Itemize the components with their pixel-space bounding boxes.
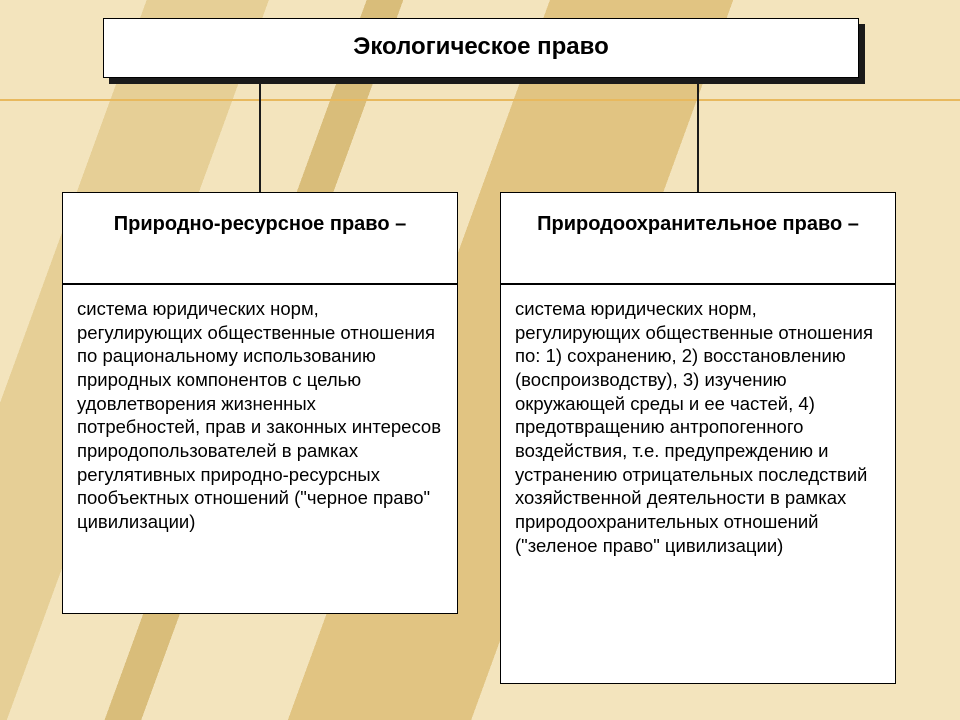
left-body-box: система юридических норм, регулирующих о… [62, 284, 458, 614]
right-body-box: система юридических норм, регулирующих о… [500, 284, 896, 684]
connector-left [259, 78, 261, 192]
right-header-box: Природоохранительное право – [500, 192, 896, 284]
right-heading: Природоохранительное право – [501, 193, 895, 256]
horizontal-rule [0, 99, 960, 101]
left-header-box: Природно-ресурсное право – [62, 192, 458, 284]
left-body: система юридических норм, регулирующих о… [63, 285, 457, 548]
left-heading: Природно-ресурсное право – [63, 193, 457, 256]
right-body: система юридических норм, регулирующих о… [501, 285, 895, 571]
diagram-title: Экологическое право [104, 19, 858, 75]
connector-right [697, 78, 699, 192]
title-box: Экологическое право [103, 18, 859, 78]
